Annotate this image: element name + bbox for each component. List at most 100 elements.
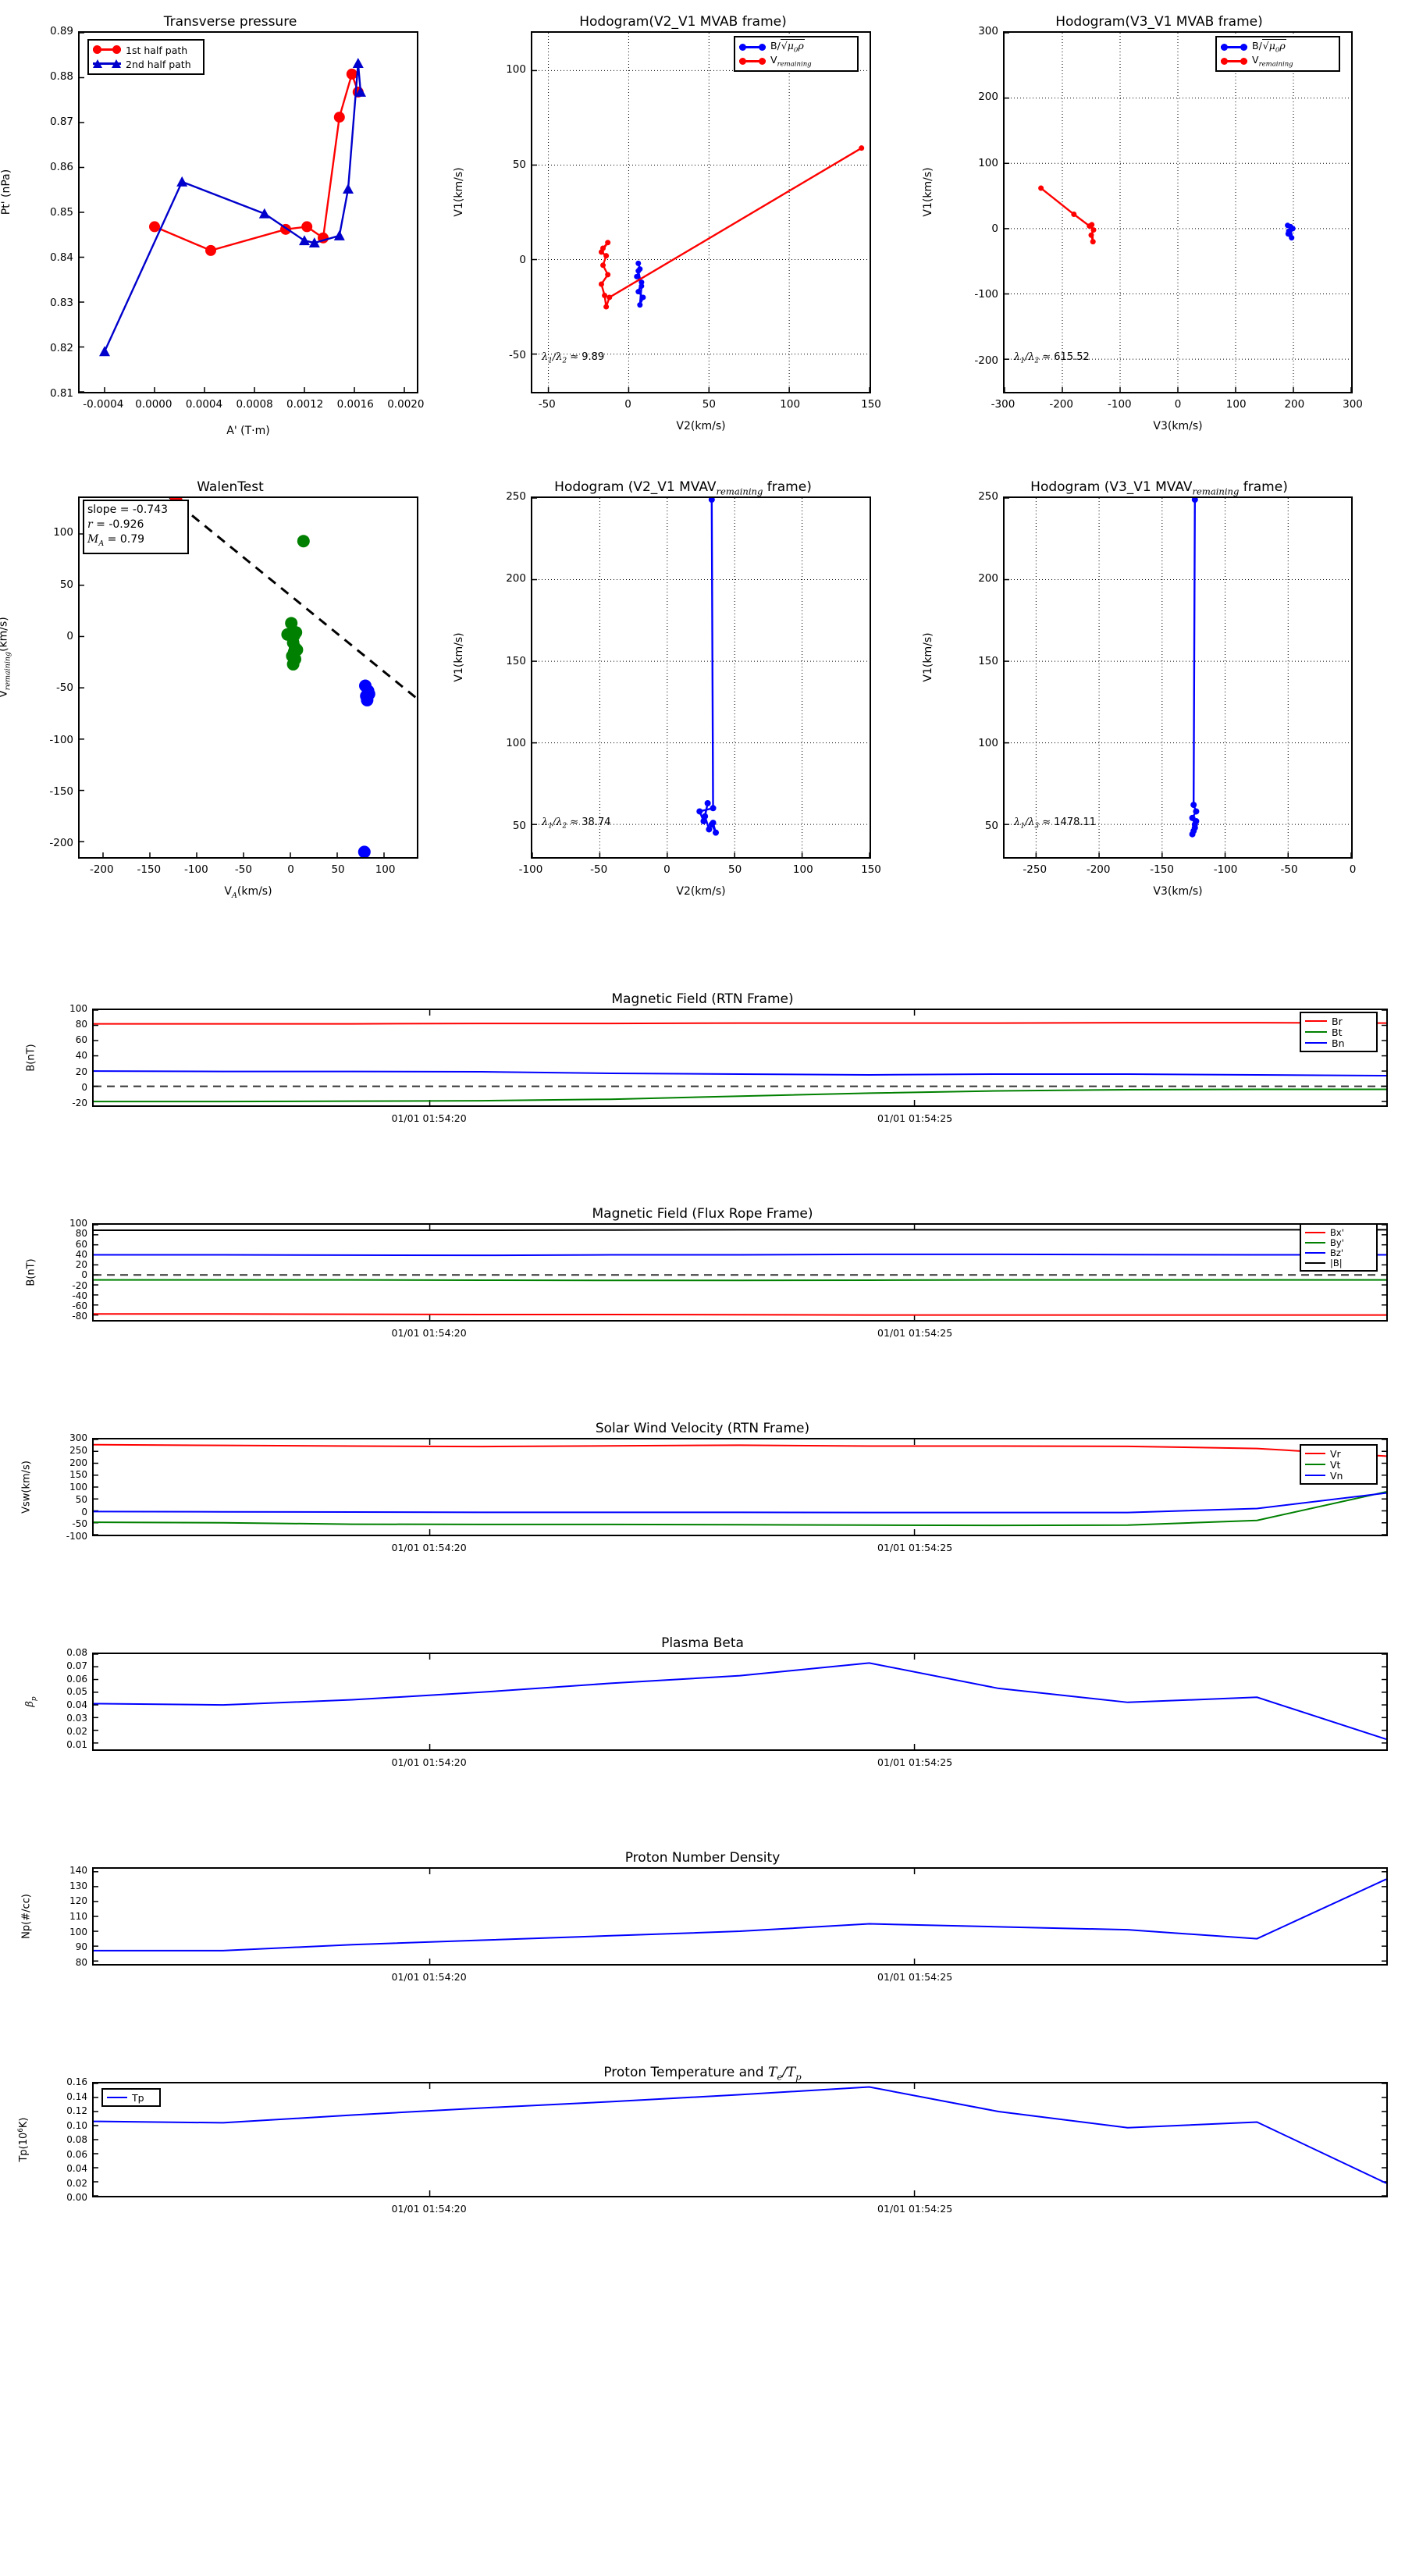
walen-slope: slope = -0.743 <box>87 503 169 516</box>
y-tick-label: -200 <box>49 837 73 850</box>
panel-title: Solar Wind Velocity (RTN Frame) <box>595 1421 810 1436</box>
legend-label: Bt <box>1332 1026 1343 1038</box>
y-tick-label: 140 <box>69 1864 87 1876</box>
legend-item: 2nd half path <box>93 57 199 71</box>
y-tick-label: 300 <box>978 25 998 37</box>
legend-label: Tp <box>132 2091 144 2104</box>
legend-item: Br <box>1305 1016 1372 1027</box>
x-tick-label: 150 <box>861 398 881 411</box>
time-tick-label: 01/01 01:54:20 <box>391 1971 467 1983</box>
legend: B/√μ0ρ Vremaining <box>734 36 859 72</box>
panel-plasma-beta: Plasma Beta βp 0.01 0.02 0.03 0.04 0.05 0.06 0… <box>0 1635 1405 1791</box>
legend-item: Tp <box>107 2091 155 2104</box>
legend-swatch-tp <box>107 2097 127 2098</box>
y-tick-label: 0.05 <box>66 1686 87 1698</box>
x-axis-label: V2(km/s) <box>676 420 726 432</box>
y-tick-label: 100 <box>978 737 998 750</box>
x-tick-label: -50 <box>590 863 608 876</box>
panel-hodogram-v3v1-mvab: Hodogram(V3_V1 MVAB frame) B/√μ0ρ Vremai… <box>922 11 1378 448</box>
legend-swatch-vn <box>1305 1475 1325 1476</box>
y-tick-label: 100 <box>69 1482 87 1493</box>
y-tick-label: 0 <box>66 629 73 642</box>
axes-area <box>92 1009 1388 1107</box>
y-tick-label: 60 <box>75 1034 87 1046</box>
y-tick-label: 100 <box>506 62 526 76</box>
y-axis-label: B(nT) <box>25 1044 37 1072</box>
y-tick-label: 0 <box>519 254 526 267</box>
y-tick-label: -20 <box>72 1279 87 1291</box>
y-axis-label: B(nT) <box>25 1258 37 1286</box>
plot-canvas <box>80 33 405 392</box>
legend: Bx' By' Bz' |B| <box>1300 1223 1378 1272</box>
y-tick-label: -50 <box>72 1518 87 1530</box>
legend-item: Bz' <box>1305 1247 1372 1258</box>
eigenvalue-ratio-annotation: λ1/λ2 ≈ 9.89 <box>542 351 605 365</box>
y-axis-label: V1(km/s) <box>453 632 465 682</box>
time-tick-label: 01/01 01:54:25 <box>877 1756 953 1768</box>
x-tick-label: -200 <box>1049 398 1073 411</box>
y-tick-label: 20 <box>75 1259 87 1271</box>
x-tick-label: -50 <box>1280 863 1298 876</box>
y-tick-label: 200 <box>69 1457 87 1468</box>
panel-title: Hodogram (V3_V1 MVAVremaining frame) <box>1030 479 1288 497</box>
legend-label: Bz' <box>1330 1247 1344 1258</box>
y-tick-label: 40 <box>75 1050 87 1062</box>
panel-title: WalenTest <box>197 479 264 495</box>
y-tick-label: 0.84 <box>49 251 73 264</box>
x-axis-label: V3(km/s) <box>1153 420 1203 432</box>
legend-label: Bx' <box>1330 1226 1344 1238</box>
legend-label: Bn <box>1332 1037 1345 1049</box>
y-tick-label: -60 <box>72 1300 87 1312</box>
panel-hodogram-v2v1-mvavremaining: Hodogram (V2_V1 MVAVremaining frame) λ1/… <box>453 476 890 913</box>
legend-marker-icon <box>739 57 766 66</box>
axes-area <box>78 496 418 859</box>
x-tick-label: -150 <box>1150 863 1174 876</box>
panel-title: Magnetic Field (RTN Frame) <box>611 991 794 1007</box>
time-tick-label: 01/01 01:54:25 <box>877 1327 953 1339</box>
x-tick-label: 150 <box>861 863 881 876</box>
y-tick-label: 90 <box>75 1941 87 1953</box>
legend-label: Vremaining <box>770 53 812 69</box>
panel-hodogram-v3v1-mvavremaining: Hodogram (V3_V1 MVAVremaining frame) λ1/… <box>922 476 1378 913</box>
panel-magnetic-field-rtn: Magnetic Field (RTN Frame) Br Bt Bn B(nT… <box>0 991 1405 1147</box>
legend-item: Bx' <box>1305 1226 1372 1238</box>
y-tick-label: 200 <box>978 572 998 585</box>
legend-item: |B| <box>1305 1258 1372 1268</box>
y-tick-label: 110 <box>69 1911 87 1922</box>
legend-swatch-vt <box>1305 1464 1325 1465</box>
legend-item: Vt <box>1305 1459 1372 1471</box>
legend-label: Vr <box>1330 1447 1341 1460</box>
y-tick-label: 0 <box>991 222 998 236</box>
x-tick-label: 0 <box>624 398 631 411</box>
axes-area <box>92 1223 1388 1322</box>
x-tick-label: 100 <box>780 398 801 411</box>
axes-area <box>78 31 418 393</box>
y-axis-label: V1(km/s) <box>453 167 465 217</box>
legend-item: Bt <box>1305 1026 1372 1038</box>
plot-canvas <box>94 1010 1386 1105</box>
legend: Vr Vt Vn <box>1300 1444 1378 1485</box>
plot-canvas <box>94 1654 1386 1749</box>
y-tick-label: -100 <box>974 288 998 301</box>
legend-marker-circle-icon <box>93 45 121 55</box>
axes-area <box>1003 31 1353 393</box>
x-tick-label: -100 <box>1108 398 1132 411</box>
legend-swatch-bn <box>1305 1042 1327 1044</box>
x-tick-label: 50 <box>331 863 345 876</box>
legend-item: Vremaining <box>1221 54 1335 68</box>
x-tick-label: 0.0000 <box>135 398 173 411</box>
x-tick-label: 0 <box>663 863 670 876</box>
y-axis-label: V1(km/s) <box>922 167 934 217</box>
y-tick-label: 200 <box>506 572 526 585</box>
panel-transverse-pressure: Transverse pressure 1st half path 2nd ha… <box>0 11 437 448</box>
y-tick-label: 0.02 <box>66 1725 87 1737</box>
legend: B/√μ0ρ Vremaining <box>1215 36 1340 72</box>
y-tick-label: 0.16 <box>66 2076 87 2087</box>
plot-canvas <box>94 1869 1386 1964</box>
y-tick-label: 0.04 <box>66 1699 87 1711</box>
y-tick-label: 0.86 <box>49 161 73 173</box>
y-tick-label: 100 <box>506 737 526 750</box>
panel-magnetic-field-fluxrope: Magnetic Field (Flux Rope Frame) Bx' By'… <box>0 1206 1405 1362</box>
y-tick-label: 100 <box>69 1926 87 1937</box>
